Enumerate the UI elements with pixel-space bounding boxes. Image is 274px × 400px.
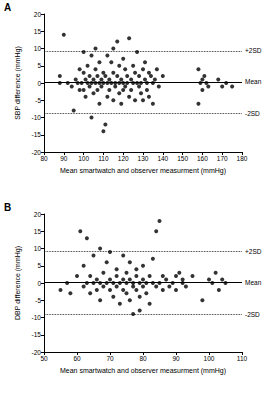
svg-text:140: 140 (157, 155, 168, 162)
svg-text:20: 20 (34, 211, 42, 218)
svg-text:160: 160 (197, 155, 208, 162)
svg-text:SBP difference (mmHg): SBP difference (mmHg) (14, 46, 22, 120)
svg-text:90: 90 (172, 355, 180, 362)
svg-text:90: 90 (60, 155, 68, 162)
svg-text:-20: -20 (31, 348, 41, 356)
svg-text:110: 110 (98, 155, 109, 162)
svg-text:Mean: Mean (245, 279, 262, 286)
svg-text:-15: -15 (32, 331, 42, 338)
svg-text:50: 50 (40, 355, 48, 362)
svg-text:130: 130 (138, 155, 149, 162)
svg-text:Mean: Mean (245, 78, 262, 85)
svg-text:80: 80 (40, 155, 48, 162)
svg-text:5: 5 (37, 262, 41, 269)
svg-text:-2SD: -2SD (245, 110, 260, 117)
svg-text:170: 170 (217, 155, 228, 162)
svg-text:100: 100 (78, 155, 89, 162)
svg-text:10: 10 (34, 45, 42, 52)
svg-text:80: 80 (139, 355, 147, 362)
svg-text:Mean smartwatch and observer m: Mean smartwatch and observer measurment … (60, 367, 226, 375)
svg-text:10: 10 (34, 245, 42, 252)
svg-text:0: 0 (37, 280, 41, 287)
svg-text:70: 70 (106, 355, 114, 362)
svg-text:-2SD: -2SD (245, 311, 260, 318)
svg-text:120: 120 (118, 155, 129, 162)
svg-text:15: 15 (34, 228, 42, 235)
svg-text:+2SD: +2SD (245, 47, 262, 54)
svg-text:-10: -10 (32, 314, 42, 321)
svg-text:60: 60 (73, 355, 81, 362)
svg-text:150: 150 (177, 155, 188, 162)
svg-text:A: A (4, 2, 11, 13)
svg-text:-15: -15 (32, 131, 42, 138)
svg-text:180: 180 (237, 155, 248, 162)
svg-text:20: 20 (34, 11, 42, 18)
svg-text:-10: -10 (32, 114, 42, 121)
svg-text:100: 100 (204, 355, 215, 362)
svg-text:Mean smartwatch and observer m: Mean smartwatch and observer measurment … (60, 167, 226, 175)
svg-text:0: 0 (37, 80, 41, 87)
svg-text:15: 15 (34, 28, 42, 35)
svg-text:5: 5 (37, 62, 41, 69)
svg-text:+2SD: +2SD (245, 248, 262, 255)
svg-text:-5: -5 (35, 297, 41, 304)
svg-text:B: B (4, 202, 11, 213)
svg-text:DBP difference (mmHg): DBP difference (mmHg) (14, 246, 22, 320)
svg-text:110: 110 (237, 355, 248, 362)
svg-text:-5: -5 (35, 97, 41, 104)
svg-text:-20: -20 (31, 148, 41, 156)
